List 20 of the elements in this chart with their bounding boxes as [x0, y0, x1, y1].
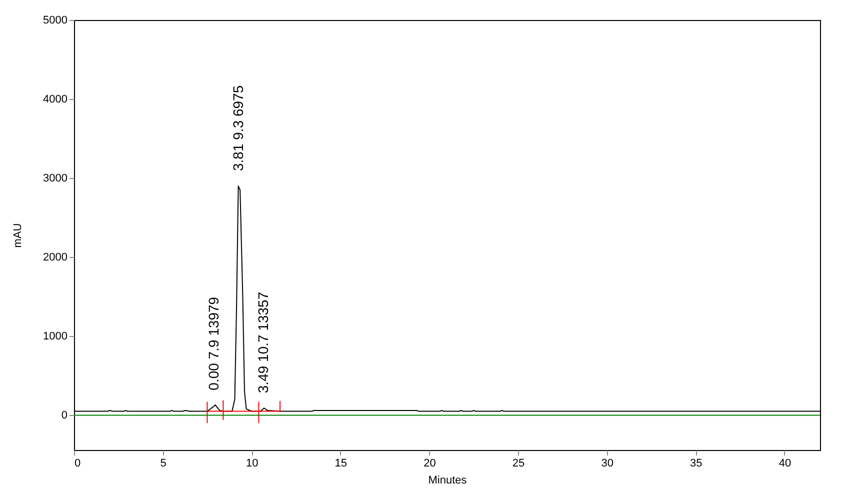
x-tick-label: 25 — [512, 458, 525, 470]
x-tick-label: 35 — [690, 458, 702, 470]
annotation: 0.00 7.9 13979 — [205, 296, 222, 390]
y-tick-label: 5000 — [43, 14, 68, 26]
x-axis-title: Minutes — [428, 474, 468, 486]
y-axis-title: mAU — [12, 223, 24, 248]
annotation: 3.49 10.7 13357 — [255, 292, 272, 394]
y-tick-label: 2000 — [43, 252, 68, 264]
x-tick-label: 5 — [160, 458, 166, 470]
x-tick-label: 15 — [334, 458, 348, 470]
y-tick-label: 3000 — [43, 172, 68, 185]
x-tick-label: 0 — [74, 458, 81, 470]
x-tick-label: 20 — [424, 458, 436, 470]
y-tick-label: 1000 — [43, 330, 68, 343]
x-tick-label: 40 — [778, 458, 792, 470]
x-tick-label: 30 — [601, 458, 614, 470]
y-tick-label: 0 — [61, 410, 68, 422]
x-tick-label: 10 — [246, 458, 258, 470]
annotation: 3.81 9.3 6975 — [230, 85, 246, 171]
y-tick-label: 4000 — [43, 94, 68, 106]
